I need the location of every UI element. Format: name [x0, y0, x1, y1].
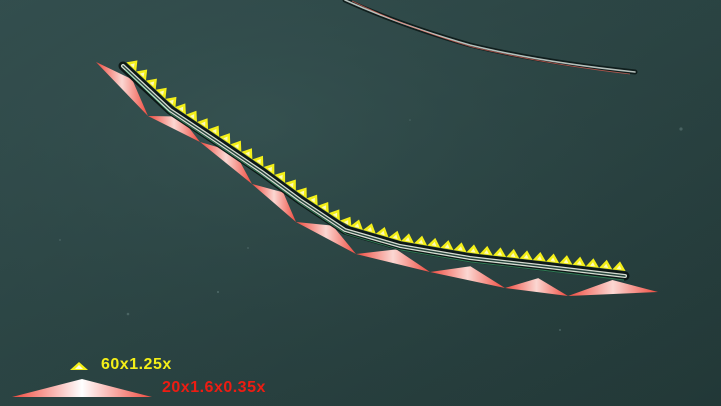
yellow-scale-triangle-highlight	[576, 260, 582, 265]
red-scale-triangle	[148, 116, 200, 142]
yellow-scale-triangle-highlight	[299, 190, 305, 196]
yellow-scale-triangle-highlight	[234, 143, 239, 149]
yellow-scale-triangle-highlight	[267, 166, 272, 172]
yellow-scale-triangle-highlight	[367, 227, 373, 232]
yellow-scale-triangle-highlight	[380, 230, 385, 236]
yellow-scale-triangle-highlight	[457, 246, 463, 251]
yellow-scale-triangle-highlight	[523, 254, 529, 259]
yellow-triangle-chain	[126, 60, 626, 272]
yellow-scale-triangle-highlight	[201, 121, 206, 127]
yellow-scale-triangle-highlight	[470, 248, 476, 253]
red-scale-triangle	[252, 184, 296, 222]
upper-filament-highlight	[344, 0, 636, 73]
yellow-scale-triangle-highlight	[550, 257, 556, 262]
legend-yellow-triangle-highlight	[75, 365, 83, 369]
yellow-scale-triangle-highlight	[223, 136, 228, 142]
yellow-scale-triangle-highlight	[321, 205, 326, 211]
yellow-scale-triangle-highlight	[343, 220, 349, 225]
yellow-scale-triangle-highlight	[149, 81, 155, 87]
red-scale-triangle	[200, 142, 252, 184]
yellow-scale-triangle-highlight	[603, 263, 609, 268]
main-filament-core	[122, 65, 626, 277]
yellow-scale-triangle-highlight	[392, 234, 398, 240]
legend-red-label: 20x1.6x0.35x	[162, 379, 266, 396]
legend-red-triangle	[12, 379, 152, 397]
red-scale-triangle	[568, 280, 658, 296]
red-scale-triangle	[505, 278, 568, 296]
yellow-scale-triangle-highlight	[169, 99, 174, 105]
yellow-scale-triangle-highlight	[444, 244, 450, 249]
yellow-scale-triangle-highlight	[497, 251, 503, 256]
yellow-scale-triangle-highlight	[245, 151, 250, 157]
yellow-scale-triangle-highlight	[616, 265, 622, 270]
yellow-scale-triangle-highlight	[278, 174, 283, 180]
yellow-scale-triangle-highlight	[332, 212, 338, 218]
yellow-scale-triangle-highlight	[289, 182, 294, 188]
red-scale-triangle	[296, 222, 356, 254]
yellow-scale-triangle-highlight	[354, 223, 360, 228]
yellow-scale-triangle-highlight	[178, 106, 184, 112]
yellow-scale-triangle-highlight	[159, 90, 164, 96]
yellow-scale-triangle-highlight	[510, 252, 516, 258]
yellow-scale-triangle-highlight	[405, 237, 411, 242]
yellow-scale-triangle-highlight	[310, 197, 315, 203]
red-triangle-chain	[96, 62, 658, 296]
legend-yellow-label: 60x1.25x	[101, 356, 172, 373]
yellow-scale-triangle-highlight	[483, 249, 489, 255]
background-specks	[59, 119, 683, 331]
yellow-scale-triangle-highlight	[563, 259, 569, 264]
yellow-scale-triangle-highlight	[139, 72, 145, 78]
red-scale-triangle	[96, 62, 148, 116]
yellow-scale-triangle-highlight	[536, 255, 542, 261]
main-filament-green-edge	[124, 69, 625, 281]
yellow-scale-triangle-highlight	[431, 241, 437, 247]
yellow-scale-triangle-highlight	[590, 262, 596, 267]
yellow-scale-triangle-highlight	[212, 128, 217, 134]
yellow-scale-triangle-highlight	[256, 159, 261, 164]
yellow-scale-triangle-highlight	[418, 239, 424, 244]
red-scale-triangle	[356, 249, 430, 272]
yellow-scale-triangle-highlight	[189, 114, 195, 119]
yellow-scale-triangle-highlight	[130, 63, 135, 68]
red-scale-triangle	[430, 266, 505, 288]
upper-filament-edge	[351, 0, 631, 75]
